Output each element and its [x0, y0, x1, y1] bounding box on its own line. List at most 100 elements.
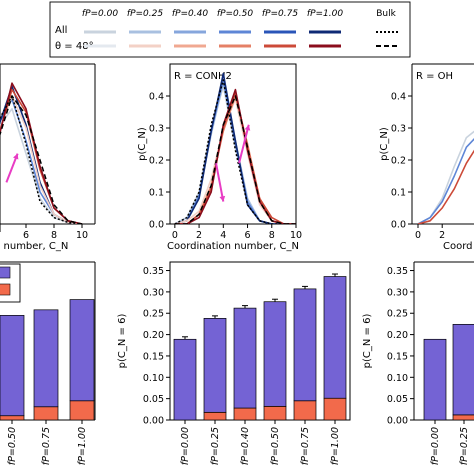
panel-top-right: R = OH p(C_N) Coord 0 2 0.0 0.1 0.2 0.3 0.4: [379, 63, 474, 252]
bar-segment-orange: [69, 400, 95, 421]
panel-top-right-title: R = OH: [416, 71, 453, 82]
x-tick-label: 2: [196, 230, 202, 241]
series-line-theta-0.25: [0, 95, 83, 224]
y-tick-label: 0.15: [143, 351, 164, 362]
x-tick-label: 6: [23, 230, 29, 241]
bar-segment-purple: [452, 323, 474, 416]
trend-arrow-head: [13, 153, 19, 160]
bar-segment-purple: [323, 276, 347, 399]
series-line-theta-0.75: [417, 149, 474, 224]
legend-bulk-label: Bulk: [376, 9, 396, 19]
bar-segment-purple: [33, 309, 59, 408]
series-line-all-0.00: [417, 130, 474, 224]
panel-bottom-middle-frame: [169, 261, 351, 421]
y-tick-label: 0.00: [143, 416, 164, 427]
y-tick-label: 0.35: [387, 266, 408, 277]
bar-segment-purple: [263, 301, 287, 407]
x-category-label: fP=0.25: [210, 427, 221, 465]
legend-swatch-orange: [0, 283, 11, 296]
x-tick-label: 2: [439, 230, 445, 241]
x-category-label: fP=0.25: [459, 427, 470, 465]
legend-row-all-label: All: [55, 25, 67, 36]
series-line-theta-1.00: [0, 82, 83, 224]
series-line-all-0.50: [417, 137, 474, 224]
bar-segment-orange: [0, 415, 25, 421]
y-tick-label: 0.35: [143, 266, 164, 277]
y-tick-label: 0.30: [387, 287, 408, 298]
legend-frame: [49, 1, 411, 58]
series-line-theta-1.00: [174, 88, 296, 224]
panel-bottom-right: p(C_N = 6) fP=0.00 fP=0.25 0.00 0.05 0.10 0.1…: [362, 261, 474, 465]
panel-top-left-xlabel: n number, C_N: [0, 241, 68, 252]
y-tick-label: 0.3: [391, 124, 406, 135]
bar-segment-orange: [203, 411, 227, 421]
y-tick-label: 0.30: [143, 287, 164, 298]
legend: All θ = 48° fP=0.00 fP=0.25 fP=0.40 fP=0.50…: [49, 1, 411, 58]
y-tick-label: 0.10: [143, 373, 164, 384]
legend-entry-label: fP=0.75: [262, 9, 298, 19]
x-tick-label: 0: [415, 230, 421, 241]
x-tick-label: 0: [172, 230, 178, 241]
x-category-label: fP=0.00: [430, 427, 441, 465]
panel-top-right-ylabel: p(C_N): [379, 127, 390, 161]
y-tick-label: 0.1: [391, 188, 406, 199]
bar-segment-purple: [233, 307, 257, 409]
series-group: [417, 130, 474, 224]
panel-bottom-middle: p(C_N = 6) fP=0.00 fP=0.25 fP=0.40 fP=0.50 f…: [117, 261, 351, 465]
bar-segment-orange: [293, 400, 317, 421]
panel-top-right-xlabel: Coord: [443, 241, 473, 252]
y-tick-label: 0.05: [387, 394, 408, 405]
panel-top-middle: R = CONH2 p(C_N) Coordination number, C_…: [137, 63, 302, 252]
legend-entry-label: fP=0.50: [217, 9, 253, 19]
trend-arrow-shaft: [238, 124, 250, 164]
x-category-label: fP=0.75: [41, 427, 52, 465]
bar-segment-purple: [69, 299, 95, 402]
y-tick-label: 0.25: [387, 309, 408, 320]
bar-segment-orange: [263, 405, 287, 421]
y-tick-label: 0.25: [143, 309, 164, 320]
x-category-label: fP=0.50: [7, 427, 18, 465]
y-tick-label: 0.4: [391, 92, 406, 103]
panel-top-left: n number, C_N 6 8 10: [0, 63, 96, 252]
panel-top-middle-title: R = CONH2: [174, 71, 232, 82]
bar-segment-purple: [293, 288, 317, 402]
x-tick-label: 4: [220, 230, 226, 241]
series-line-all-1.00: [174, 72, 296, 224]
y-tick-label: 0.15: [387, 351, 408, 362]
y-tick-label: 0.2: [391, 156, 406, 167]
series-line-bulk-all-bulk: [174, 79, 296, 224]
y-tick-label: 0.4: [149, 92, 164, 103]
bar-segment-purple: [203, 318, 227, 413]
y-tick-label: 0.1: [149, 188, 164, 199]
x-category-label: fP=0.75: [300, 427, 311, 465]
x-tick-label: 8: [269, 230, 275, 241]
x-category-label: fP=0.00: [180, 427, 191, 465]
series-line-bulk-theta-bulk: [0, 95, 83, 224]
y-tick-label: 0.0: [149, 220, 164, 231]
bar-segment-orange: [33, 406, 59, 421]
x-tick-label: 6: [245, 230, 251, 241]
x-category-label: fP=0.50: [270, 427, 281, 465]
y-tick-label: 0.0: [391, 220, 406, 231]
x-tick-label: 10: [290, 230, 302, 241]
legend-entry-label: fP=1.00: [307, 9, 343, 19]
legend-row-theta-label: θ = 48°: [55, 41, 94, 52]
panel-bottom-right-ylabel: p(C_N = 6): [362, 314, 373, 369]
y-tick-label: 0.10: [387, 373, 408, 384]
y-tick-label: 0.20: [143, 330, 164, 341]
bar-segment-purple: [173, 338, 197, 421]
series-group: [174, 72, 296, 224]
trend-arrow-head: [244, 124, 251, 131]
series-line-bulk-theta-bulk: [174, 95, 296, 224]
bar-segment-orange: [452, 414, 474, 421]
x-tick-label: 8: [51, 230, 57, 241]
bar-segment-orange: [323, 397, 347, 421]
series-group: [0, 82, 83, 224]
y-tick-label: 0.20: [387, 330, 408, 341]
y-tick-label: 0.00: [387, 416, 408, 427]
legend-entry-label: fP=0.00: [82, 9, 118, 19]
trend-arrow-head: [219, 195, 226, 202]
y-tick-label: 0.2: [149, 156, 164, 167]
series-line-bulk-all-bulk: [0, 95, 83, 224]
